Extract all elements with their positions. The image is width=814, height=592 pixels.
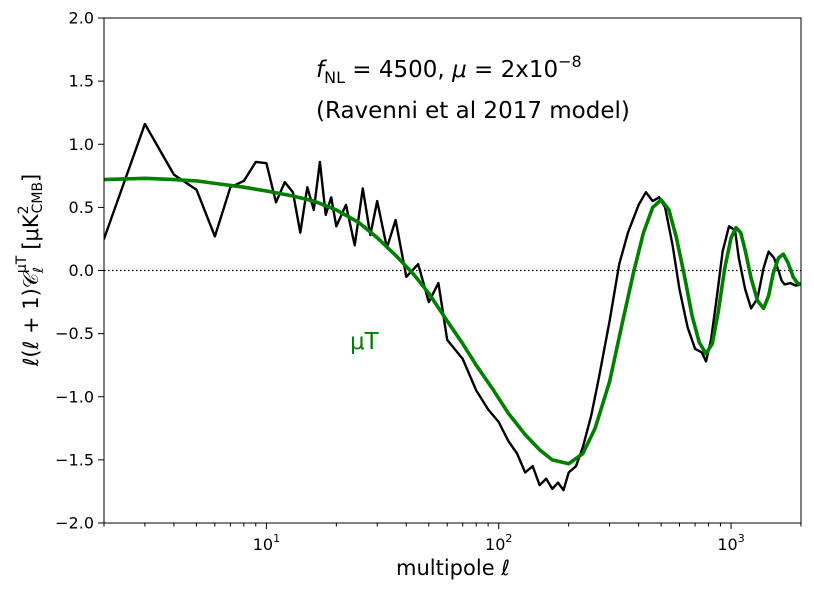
y-tick-label: 1.0 [69, 135, 94, 154]
y-axis: −2.0 −1.5 −1.0 −0.5 0.0 0.5 1.0 1.5 2.0 [55, 9, 104, 533]
y-tick-label: 0.5 [69, 198, 94, 217]
y-tick-label: −0.5 [55, 324, 94, 343]
x-axis: 101 102 103 [103, 523, 802, 554]
model-muT-line [104, 176, 801, 466]
y-tick-label: 2.0 [69, 9, 94, 28]
y-tick-label: −2.0 [55, 514, 94, 533]
model-citation-annotation: (Ravenni et al 2017 model) [316, 98, 630, 124]
y-tick-label: 0.0 [69, 261, 94, 280]
x-tick-label: 101 [253, 532, 280, 554]
y-tick-label: 1.5 [69, 72, 94, 91]
x-tick-label: 102 [485, 532, 512, 554]
y-tick-label: −1.5 [55, 450, 94, 469]
measured-spectrum-line [104, 122, 801, 492]
y-tick-label: −1.0 [55, 387, 94, 406]
y-axis-label: ℓ(ℓ + 1)𝒞ℓμT[μK2CMB] [14, 174, 47, 368]
x-tick-label: 103 [717, 532, 744, 554]
parameter-annotation: fNL = 4500, μ = 2x10−8 [316, 52, 582, 87]
series-label-muT: μT [350, 329, 380, 355]
x-axis-label: multipole ℓ [396, 556, 510, 580]
